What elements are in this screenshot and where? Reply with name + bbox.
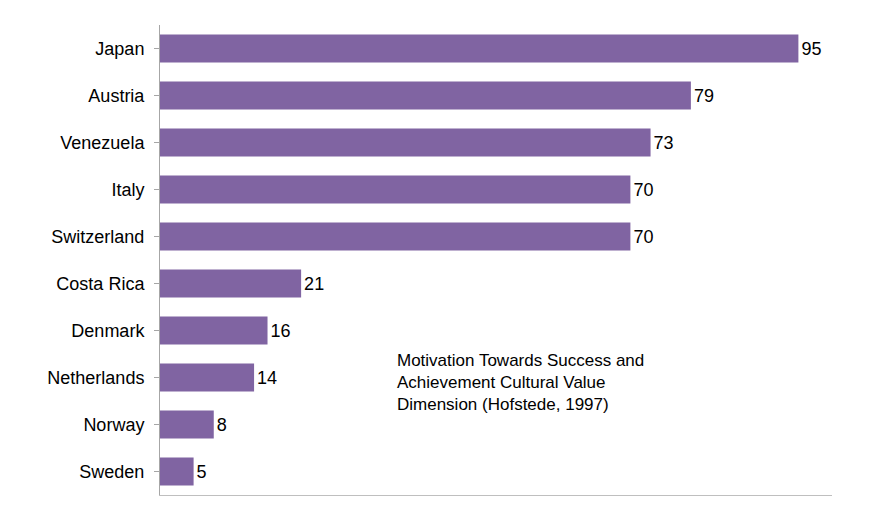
svg-text:Norway: Norway [83,415,144,435]
svg-text:21: 21 [304,274,324,294]
svg-text:14: 14 [257,368,277,388]
svg-text:Costa Rica: Costa Rica [56,274,145,294]
svg-text:Venezuela: Venezuela [60,133,145,153]
svg-text:5: 5 [197,462,207,482]
svg-text:95: 95 [801,39,821,59]
svg-text:Netherlands: Netherlands [47,368,144,388]
svg-text:Italy: Italy [111,180,144,200]
svg-text:Switzerland: Switzerland [51,227,144,247]
svg-text:70: 70 [633,227,653,247]
svg-text:Denmark: Denmark [71,321,145,341]
svg-text:8: 8 [217,415,227,435]
svg-text:73: 73 [654,133,674,153]
svg-text:79: 79 [694,86,714,106]
svg-text:16: 16 [271,321,291,341]
svg-text:Motivation Towards Success and: Motivation Towards Success andAchievemen… [397,351,644,414]
svg-text:Austria: Austria [88,86,145,106]
svg-text:70: 70 [633,180,653,200]
svg-text:Japan: Japan [95,39,144,59]
svg-text:Sweden: Sweden [79,462,144,482]
